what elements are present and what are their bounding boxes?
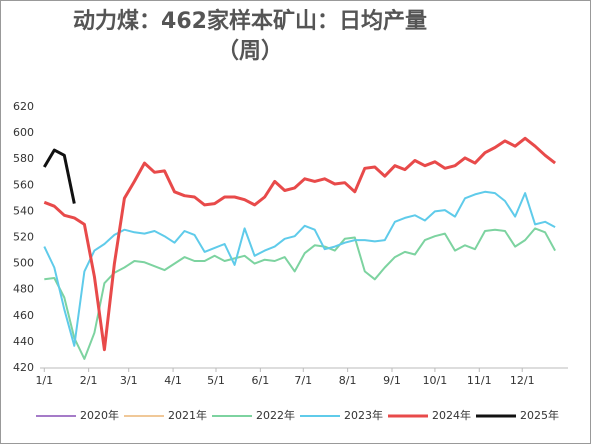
legend-label: 2023年 bbox=[344, 408, 383, 422]
y-tick-label: 620 bbox=[13, 100, 34, 113]
x-tick-label: 3/1 bbox=[120, 374, 138, 387]
series-line bbox=[43, 148, 76, 204]
y-tick-label: 540 bbox=[13, 204, 34, 217]
legend-label: 2025年 bbox=[520, 408, 559, 422]
y-tick-label: 580 bbox=[13, 152, 34, 165]
x-tick-label: 6/1 bbox=[252, 374, 270, 387]
y-tick-label: 600 bbox=[13, 126, 34, 139]
x-tick-label: 10/1 bbox=[423, 374, 448, 387]
y-tick-label: 440 bbox=[13, 335, 34, 348]
y-tick-label: 500 bbox=[13, 257, 34, 270]
x-tick-label: 12/1 bbox=[510, 374, 535, 387]
series-line bbox=[44, 227, 556, 360]
y-tick-label: 480 bbox=[13, 283, 34, 296]
chart-title: 动力煤：462家样本矿山：日均产量 bbox=[73, 8, 427, 34]
y-tick-label: 560 bbox=[13, 178, 34, 191]
legend-label: 2022年 bbox=[256, 408, 295, 422]
x-tick-label: 5/1 bbox=[207, 374, 225, 387]
x-tick-label: 11/1 bbox=[467, 374, 492, 387]
y-tick-label: 460 bbox=[13, 309, 34, 322]
x-tick-label: 9/1 bbox=[383, 374, 401, 387]
x-tick-label: 4/1 bbox=[164, 374, 182, 387]
chart-subtitle: （周） bbox=[217, 39, 283, 64]
series-line bbox=[43, 136, 557, 352]
x-tick-label: 1/1 bbox=[35, 374, 53, 387]
x-tick-label: 7/1 bbox=[294, 374, 312, 387]
series-line bbox=[43, 190, 556, 347]
y-tick-label: 520 bbox=[13, 231, 34, 244]
y-tick-label: 420 bbox=[13, 361, 34, 374]
legend-label: 2024年 bbox=[432, 408, 471, 422]
x-tick-label: 2/1 bbox=[80, 374, 98, 387]
legend-label: 2021年 bbox=[168, 408, 207, 422]
x-tick-label: 8/1 bbox=[339, 374, 357, 387]
legend-label: 2020年 bbox=[80, 408, 119, 422]
